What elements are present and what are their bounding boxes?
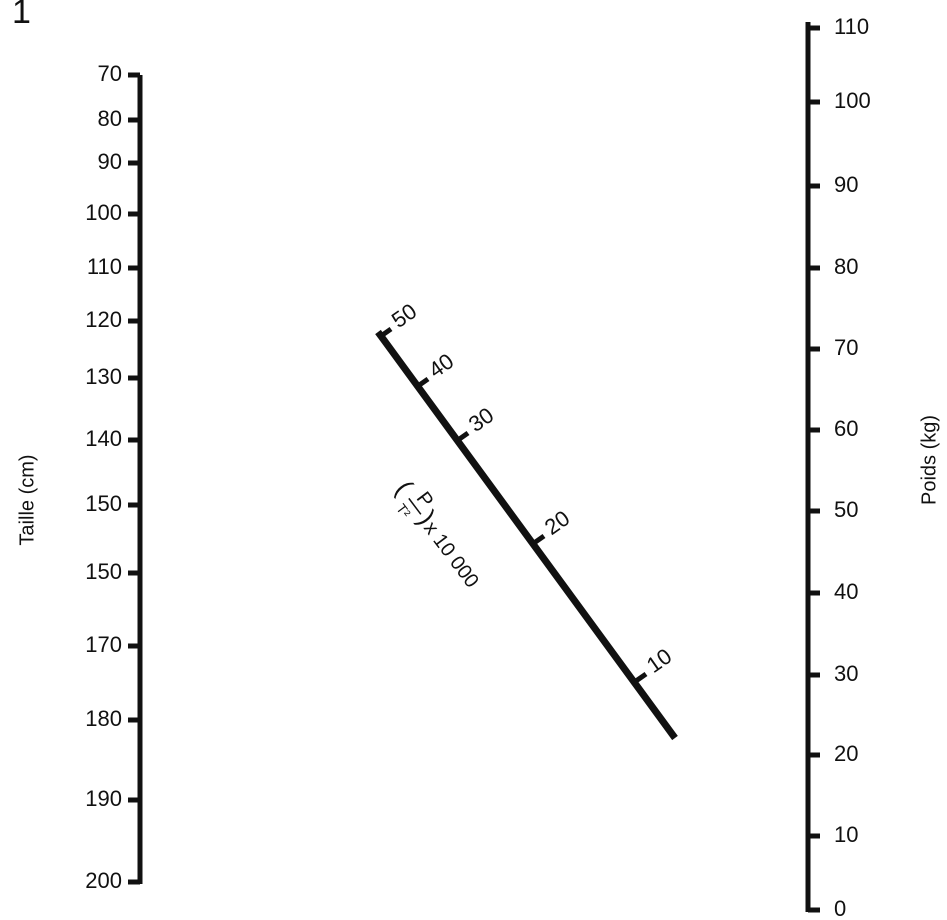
paren-open: ( (390, 475, 419, 500)
weight-tick-label: 30 (834, 661, 858, 686)
index-tick-label: 20 (540, 505, 574, 540)
height-tick-label: 200 (85, 868, 122, 893)
denominator: T² (393, 501, 414, 521)
height-tick-label: 190 (85, 786, 122, 811)
index-tick-label: 30 (464, 402, 498, 437)
weight-tick-label: 110 (834, 14, 869, 39)
height-tick-label: 100 (85, 200, 122, 225)
multiplier: x 10 000 (419, 517, 483, 592)
weight-tick-label: 10 (834, 822, 858, 847)
weight-tick-label: 70 (834, 335, 858, 360)
weight-tick-label: 60 (834, 416, 858, 441)
weight-label: Poids (kg) (918, 415, 940, 505)
formula: ( P T² ) x 10 000 (390, 475, 483, 592)
height-tick-label: 150 (85, 559, 122, 584)
figure-number: 1 (12, 0, 31, 31)
weight-tick-label: 0 (834, 896, 846, 920)
index-tick (416, 376, 430, 389)
index-tick-label: 50 (387, 298, 421, 333)
height-tick-label: 70 (98, 61, 122, 86)
height-tick-label: 110 (87, 254, 122, 279)
weight-tick-label: 40 (834, 579, 858, 604)
index-axis (375, 329, 678, 741)
index-tick (532, 533, 546, 546)
weight-tick-label: 100 (834, 88, 871, 113)
index-tick (634, 671, 648, 684)
weight-tick-label: 90 (834, 172, 858, 197)
height-tick-label: 180 (85, 706, 122, 731)
height-label: Taille (cm) (16, 454, 38, 545)
index-tick (456, 430, 470, 443)
height-tick-label: 170 (85, 632, 122, 657)
weight-tick-label: 20 (834, 741, 858, 766)
index-tick-label: 40 (424, 348, 458, 383)
weight-tick-label: 80 (834, 254, 858, 279)
height-tick-label: 120 (85, 307, 122, 332)
height-tick-label: 90 (98, 149, 122, 174)
height-tick-label: 140 (85, 426, 122, 451)
fraction-bar (408, 497, 422, 515)
height-tick-label: 130 (85, 364, 122, 389)
weight-tick-label: 50 (834, 497, 858, 522)
index-tick (379, 326, 393, 339)
index-tick-label: 10 (642, 643, 676, 678)
height-tick-label: 80 (98, 106, 122, 131)
height-tick-label: 150 (85, 491, 122, 516)
